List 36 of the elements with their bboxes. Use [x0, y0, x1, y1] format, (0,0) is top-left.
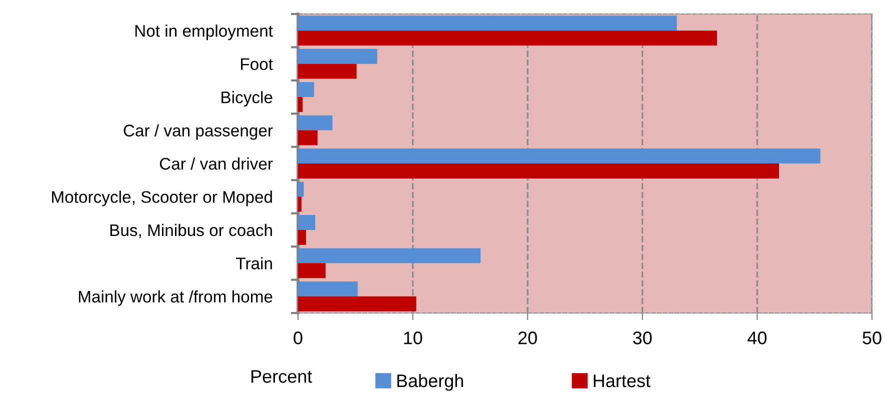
y-tick-label: Motorcycle, Scooter or Moped	[52, 190, 272, 206]
bar	[298, 230, 306, 245]
y-tick-label: Bus, Minibus or coach	[110, 224, 272, 238]
bar	[298, 248, 481, 264]
x-tick-label: 30	[633, 332, 652, 344]
x-tick-label: 50	[862, 332, 882, 344]
x-tick-label: 10	[404, 332, 422, 344]
x-tick-label: 20	[518, 332, 537, 344]
bar	[298, 196, 302, 212]
bar	[298, 296, 416, 312]
y-tick-label: Car / van passenger	[124, 124, 273, 140]
bar	[298, 164, 780, 178]
bar	[298, 263, 326, 278]
bar	[298, 97, 303, 112]
x-tick-label: 40	[748, 332, 767, 344]
y-tick-label: Car / van driver	[160, 157, 273, 170]
bar	[298, 16, 677, 31]
x-tick-label: 0	[294, 332, 302, 344]
bar	[298, 82, 314, 98]
legend-label: Hartest	[594, 374, 650, 388]
bar	[298, 115, 332, 130]
bar	[298, 30, 718, 46]
y-tick-label: Bicycle	[222, 91, 272, 107]
y-tick-label: Foot	[241, 58, 273, 70]
bar	[298, 214, 316, 230]
bar	[298, 281, 358, 296]
bar	[298, 48, 378, 64]
y-tick-label: Train	[236, 257, 272, 270]
x-axis-title: Percent	[251, 370, 312, 383]
legend-label: Babergh	[397, 374, 463, 391]
bar	[298, 182, 304, 197]
y-tick-label: Mainly work at /from home	[78, 290, 272, 306]
bar	[298, 148, 820, 164]
y-tick-label: Not in employment	[135, 24, 273, 40]
bar	[298, 130, 318, 146]
bar	[298, 64, 357, 79]
